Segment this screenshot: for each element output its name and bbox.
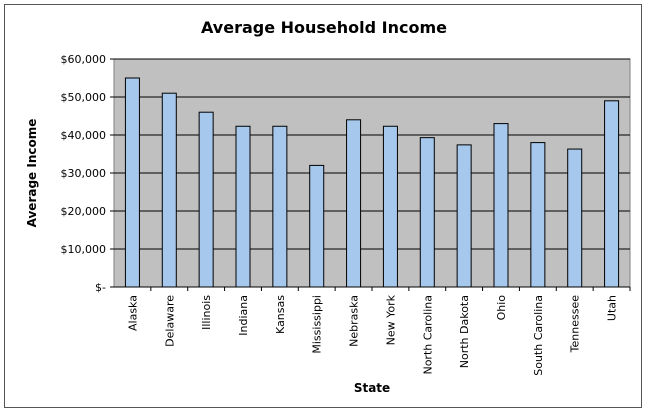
bar-north-carolina [419, 137, 435, 288]
bar-indiana [235, 125, 251, 288]
bar-north-dakota [456, 144, 472, 288]
y-tick-label: $10,000 [61, 243, 107, 256]
y-tick-label: $60,000 [61, 53, 107, 66]
x-tick-label: Kansas [274, 295, 287, 334]
bar-alaska [124, 77, 140, 288]
y-tick-label: $30,000 [61, 167, 107, 180]
chart-frame: Average Household Income $- $10,000 $20,00… [4, 4, 642, 408]
bar-mississippi [309, 164, 325, 288]
bar-nebraska [346, 119, 362, 288]
x-tick-label: North Carolina [421, 295, 434, 375]
y-tick-label: $20,000 [61, 205, 107, 218]
x-tick-label: Delaware [163, 295, 176, 347]
x-tick-label: Indiana [237, 295, 250, 336]
y-tick-label: $- [95, 281, 106, 294]
x-axis-ticks: Alaska Delaware Illinois Indiana Kansas Missi… [114, 286, 631, 376]
x-axis-title: State [354, 381, 390, 395]
x-tick-label: Nebraska [348, 295, 361, 347]
x-tick-label: New York [384, 294, 397, 345]
x-tick-label: North Dakota [458, 295, 471, 368]
x-tick-label: Illinois [200, 295, 213, 330]
bar-new-york [382, 125, 398, 288]
bar-delaware [161, 92, 177, 288]
bar-kansas [272, 125, 288, 288]
y-axis-ticks: $- $10,000 $20,000 $30,000 $40,000 $50,000 $60… [61, 53, 114, 294]
bars [124, 77, 620, 288]
x-tick-label: Mississippi [311, 295, 324, 354]
y-tick-label: $50,000 [61, 91, 107, 104]
y-tick-label: $40,000 [61, 129, 107, 142]
x-tick-label: South Carolina [532, 295, 545, 376]
bar-illinois [198, 111, 214, 288]
y-axis-title: Average Income [25, 119, 39, 228]
bar-utah [604, 100, 620, 288]
x-tick-label: Alaska [126, 295, 139, 331]
x-tick-label: Ohio [495, 295, 508, 321]
chart-title: Average Household Income [201, 18, 447, 37]
x-tick-label: Tennessee [569, 295, 582, 354]
bar-tennessee [567, 148, 583, 288]
bar-south-carolina [530, 142, 546, 288]
x-tick-label: Utah [606, 295, 619, 321]
bar-chart: Average Household Income $- $10,000 $20,00… [25, 18, 631, 395]
bar-ohio [493, 123, 509, 288]
